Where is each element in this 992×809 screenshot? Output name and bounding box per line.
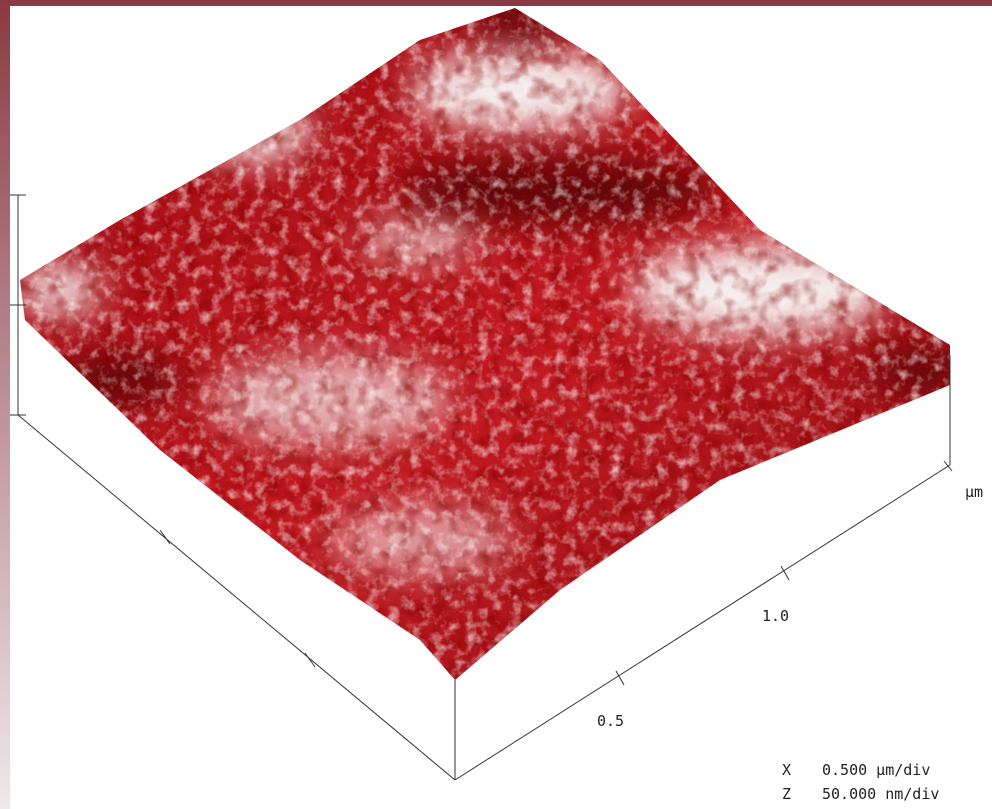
- page: µm 0.5 1.0 X 0.500 µm/div Z 50.000 nm/di…: [0, 0, 992, 809]
- scale-value: 50.000 nm/div: [822, 785, 939, 803]
- scale-value: 0.500 µm/div: [822, 761, 930, 779]
- tick-label: 1.0: [762, 607, 789, 625]
- tick-label: 0.5: [597, 712, 624, 730]
- axis-unit: µm: [965, 483, 983, 501]
- surface: [0, 0, 992, 809]
- afm-image: µm 0.5 1.0 X 0.500 µm/div Z 50.000 nm/di…: [0, 0, 992, 809]
- left-border: [0, 0, 10, 809]
- scale-axis: X: [782, 761, 791, 779]
- top-border: [0, 0, 992, 6]
- scale-axis: Z: [782, 785, 791, 803]
